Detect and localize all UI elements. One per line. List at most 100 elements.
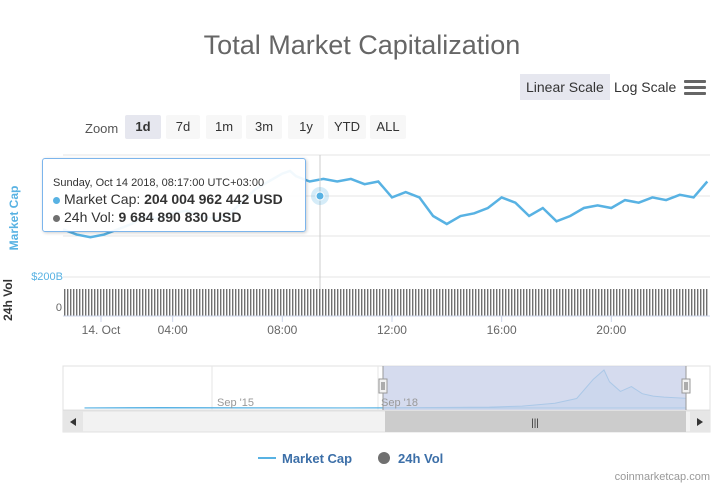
volume-bar	[475, 289, 477, 316]
volume-bar	[613, 289, 615, 316]
volume-bar	[472, 289, 474, 316]
volume-bar	[631, 289, 633, 316]
volume-bar	[685, 289, 687, 316]
volume-bar	[172, 289, 174, 316]
volume-bar	[664, 289, 666, 316]
volume-bar	[517, 289, 519, 316]
legend-24h-vol[interactable]: 24h Vol	[398, 451, 444, 466]
volume-bar	[688, 289, 690, 316]
volume-bar	[484, 289, 486, 316]
volume-bar	[127, 289, 129, 316]
zoom-1d-button[interactable]: 1d	[125, 115, 161, 139]
volume-bar	[511, 289, 513, 316]
volume-bar	[277, 289, 279, 316]
volume-bar	[370, 289, 372, 316]
volume-bar	[670, 289, 672, 316]
zoom-1y-button[interactable]: 1y	[288, 115, 324, 139]
volume-bar	[241, 289, 243, 316]
volume-bar	[574, 289, 576, 316]
volume-bar	[103, 289, 105, 316]
volume-bar	[298, 289, 300, 316]
navigator-right-handle[interactable]	[681, 378, 691, 394]
volume-bar	[457, 289, 459, 316]
volume-bar	[427, 289, 429, 316]
credit-link[interactable]: coinmarketcap.com	[614, 471, 710, 483]
volume-bar	[529, 289, 531, 316]
volume-bar	[697, 289, 699, 316]
volume-bar	[556, 289, 558, 316]
navigator-selection[interactable]	[383, 366, 686, 410]
volume-bar	[220, 289, 222, 316]
scrollbar-thumb[interactable]	[385, 411, 686, 432]
volume-bar	[379, 289, 381, 316]
volume-bars[interactable]	[64, 289, 708, 316]
legend-market-cap[interactable]: Market Cap	[282, 451, 353, 466]
volume-bar	[217, 289, 219, 316]
volume-bar	[577, 289, 579, 316]
volume-bar	[550, 289, 552, 316]
volume-bar	[598, 289, 600, 316]
volume-bar	[601, 289, 603, 316]
volume-bar	[481, 289, 483, 316]
volume-bar	[64, 289, 66, 316]
log-scale-button[interactable]: Log Scale	[614, 79, 677, 95]
volume-bar	[466, 289, 468, 316]
volume-bar	[520, 289, 522, 316]
volume-bar	[340, 289, 342, 316]
volume-bar	[274, 289, 276, 316]
zoom-3m-button[interactable]: 3m	[246, 115, 282, 139]
zoom-1m-button[interactable]: 1m	[206, 115, 242, 139]
volume-bar	[442, 289, 444, 316]
linear-scale-button[interactable]: Linear Scale	[520, 74, 610, 100]
volume-bar	[211, 289, 213, 316]
volume-bar	[610, 289, 612, 316]
hamburger-menu-icon[interactable]	[684, 80, 706, 96]
volume-bar	[637, 289, 639, 316]
volume-bar	[394, 289, 396, 316]
scrollbar-grip: |||	[531, 418, 539, 429]
volume-bar	[439, 289, 441, 316]
volume-bar	[130, 289, 132, 316]
volume-bar	[187, 289, 189, 316]
zoom-7d-button[interactable]: 7d	[166, 115, 200, 139]
volume-bar	[82, 289, 84, 316]
zoom-ytd-button[interactable]: YTD	[328, 115, 366, 139]
hover-point	[315, 191, 325, 201]
volume-bar	[634, 289, 636, 316]
volume-bar	[229, 289, 231, 316]
volume-bar	[331, 289, 333, 316]
volume-bar	[100, 289, 102, 316]
volume-bar	[271, 289, 273, 316]
volume-bar	[388, 289, 390, 316]
volume-bar	[295, 289, 297, 316]
volume-bar	[487, 289, 489, 316]
volume-bar	[679, 289, 681, 316]
volume-bar	[397, 289, 399, 316]
volume-bar	[493, 289, 495, 316]
x-tick-label: 14. Oct	[82, 323, 121, 337]
volume-bar	[307, 289, 309, 316]
volume-bar	[154, 289, 156, 316]
volume-bar	[649, 289, 651, 316]
y-tick-label: $200B	[31, 271, 63, 283]
volume-bar	[565, 289, 567, 316]
navigator-left-handle[interactable]	[378, 378, 388, 394]
volume-bar	[244, 289, 246, 316]
x-tick-label: 08:00	[267, 323, 297, 337]
zoom-label: Zoom	[85, 121, 119, 136]
volume-bar	[376, 289, 378, 316]
volume-bar	[514, 289, 516, 316]
tooltip-market-cap: Market Cap: 204 004 962 442 USD	[53, 191, 283, 207]
volume-bar	[190, 289, 192, 316]
volume-bar	[622, 289, 624, 316]
volume-bar	[586, 289, 588, 316]
volume-bar	[700, 289, 702, 316]
volume-bar	[253, 289, 255, 316]
tooltip: Sunday, Oct 14 2018, 08:17:00 UTC+03:00 …	[42, 158, 306, 232]
volume-bar	[508, 289, 510, 316]
volume-bar	[283, 289, 285, 316]
volume-bar	[463, 289, 465, 316]
volume-bar	[553, 289, 555, 316]
zoom-all-button[interactable]: ALL	[370, 115, 406, 139]
